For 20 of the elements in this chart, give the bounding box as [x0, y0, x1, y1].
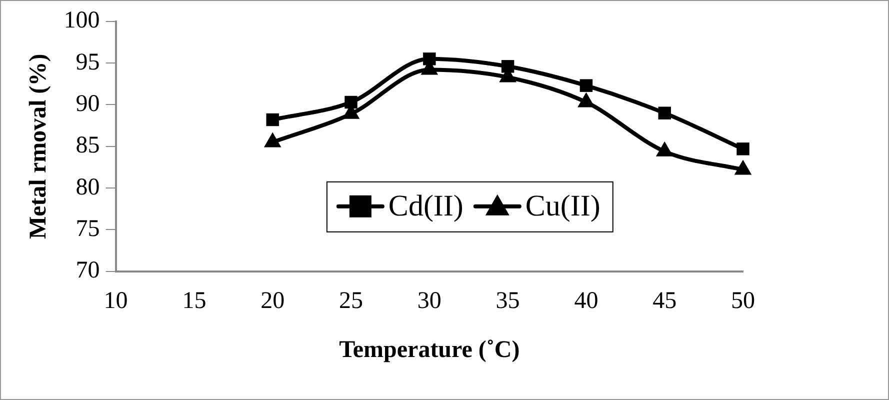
y-tick-label: 85: [76, 132, 100, 159]
legend-label: Cd(II): [388, 189, 464, 222]
x-tick-label: 35: [496, 288, 520, 314]
x-tick-label: 30: [417, 288, 442, 314]
x-tick-label: 10: [104, 288, 128, 314]
y-tick-label: 80: [76, 174, 100, 200]
x-tick-label: 50: [731, 288, 755, 314]
x-tick-label: 20: [260, 288, 285, 314]
x-axis-title: Temperature (˚C): [339, 336, 520, 363]
y-tick-label: 70: [76, 258, 100, 284]
legend-label: Cu(II): [525, 189, 600, 222]
x-tick-label: 40: [574, 288, 598, 314]
x-tick-label: 25: [339, 288, 363, 314]
y-tick-label: 100: [64, 8, 100, 34]
y-tick-label: 75: [76, 216, 100, 242]
y-tick-label: 95: [76, 49, 100, 76]
x-tick-label: 45: [652, 288, 677, 314]
y-axis-title: Metal rmoval (%): [26, 54, 52, 240]
x-tick-label: 15: [182, 288, 206, 314]
y-tick-label: 90: [76, 91, 100, 118]
